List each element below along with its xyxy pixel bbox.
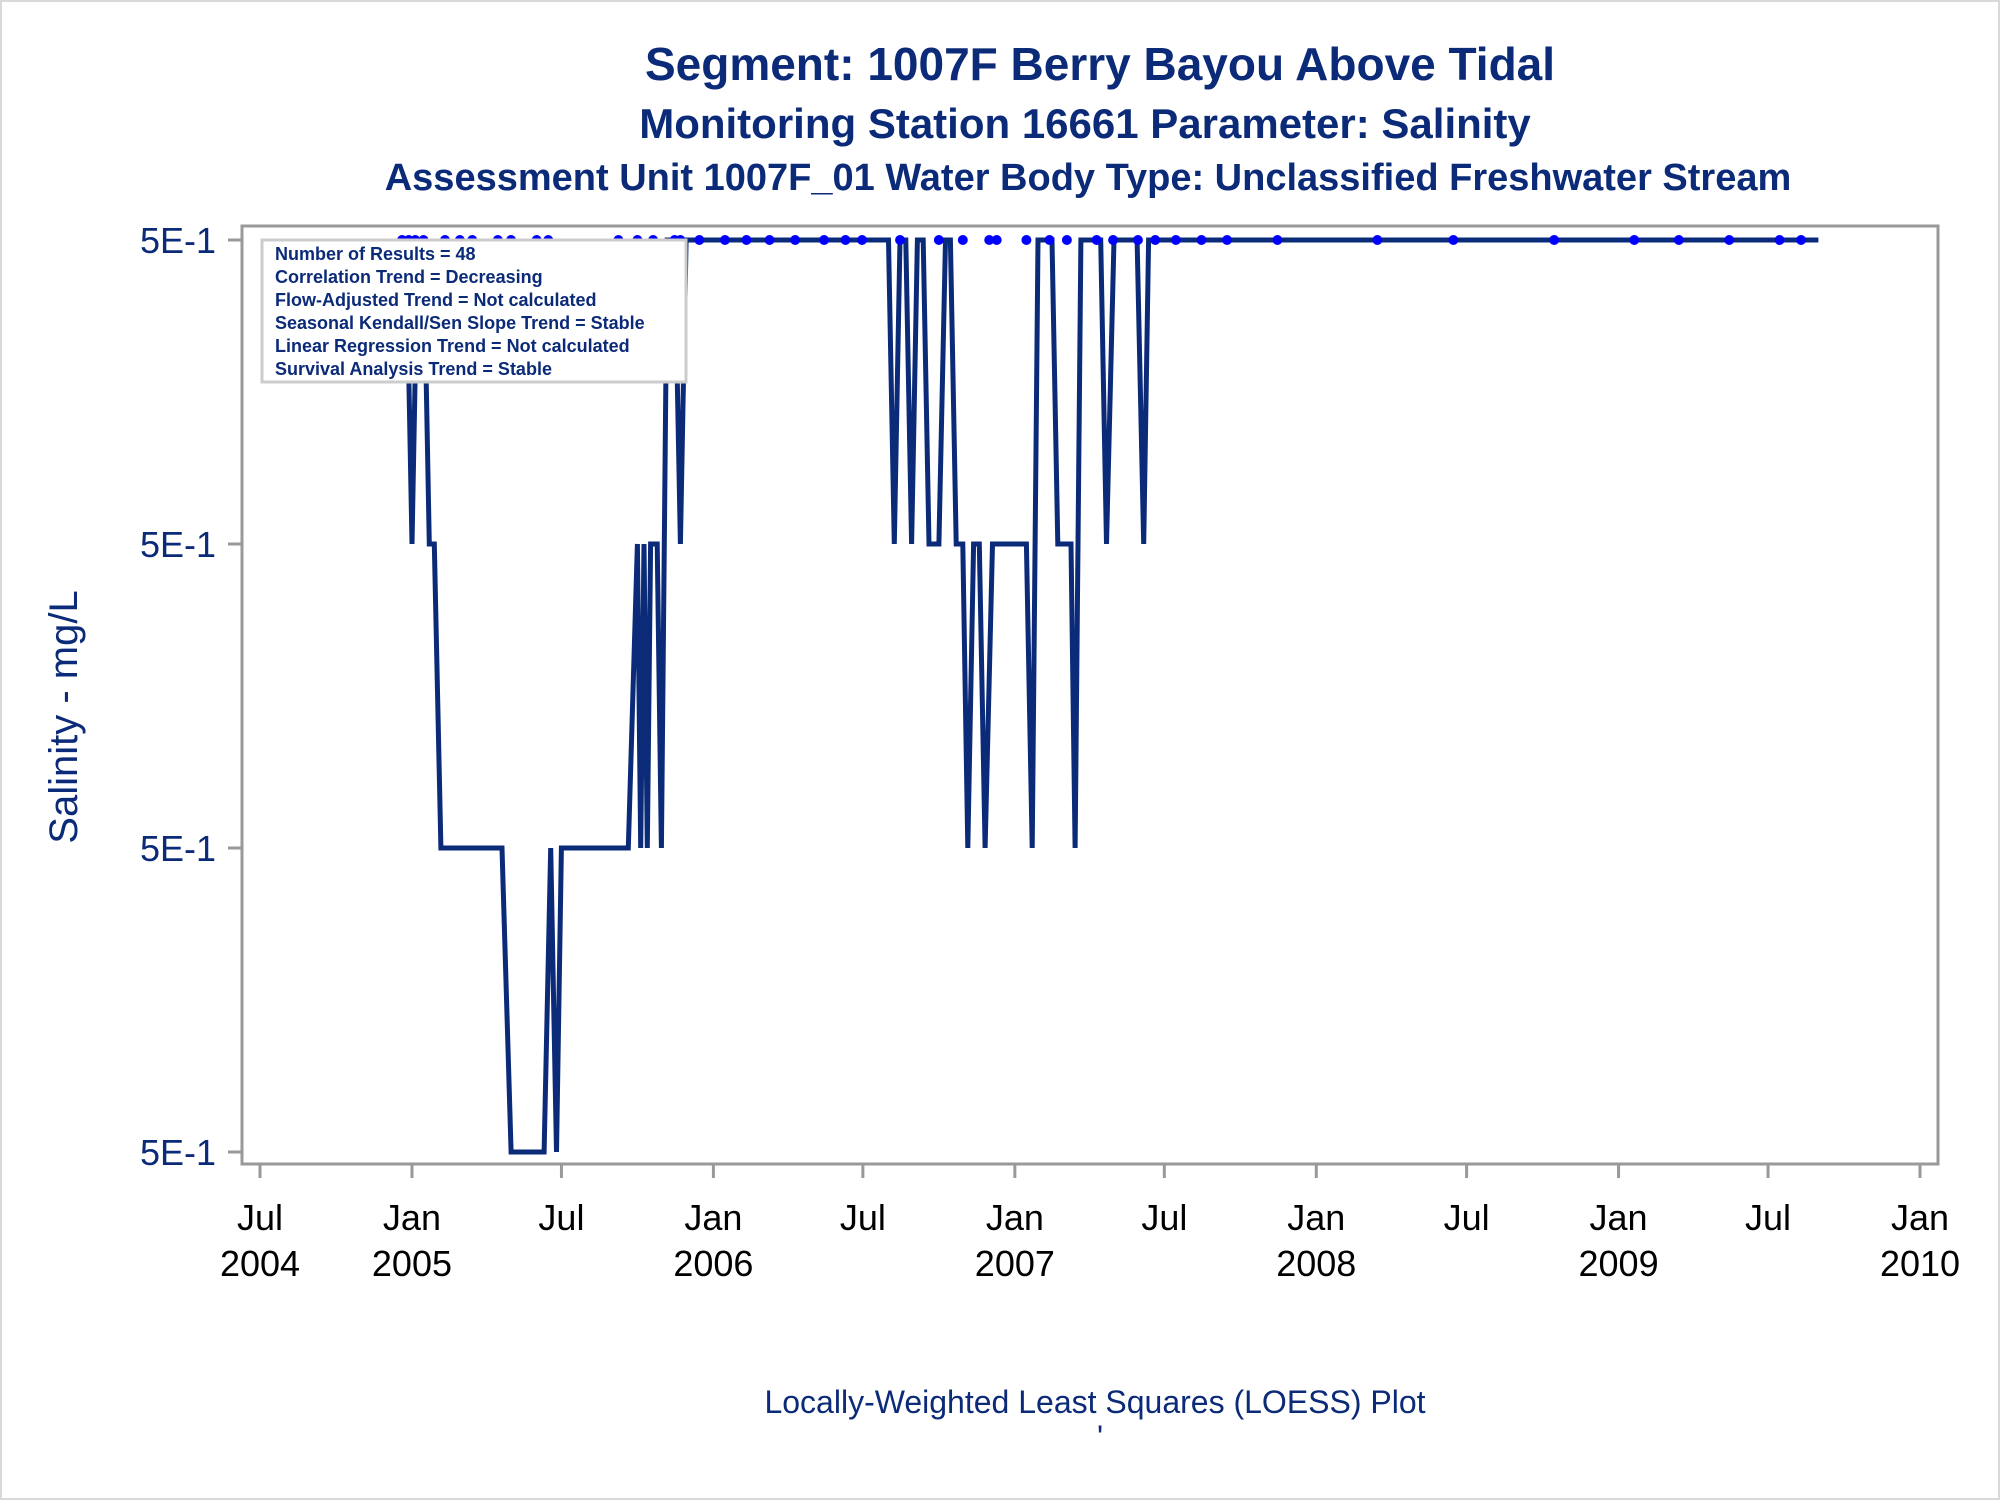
x-tick-label-month: Jan <box>684 1197 742 1238</box>
x-tick-label-month: Jul <box>1745 1197 1791 1238</box>
x-tick-label-month: Jan <box>1590 1197 1648 1238</box>
x-tick-label-month: Jul <box>1444 1197 1490 1238</box>
data-point <box>1724 235 1735 245</box>
x-tick-label-year: 2008 <box>1276 1243 1356 1284</box>
chart-subtitle-station: Monitoring Station 16661 Parameter: Sali… <box>639 100 1531 147</box>
stats-box: Number of Results = 48 Correlation Trend… <box>260 238 688 384</box>
data-point <box>1222 235 1233 245</box>
data-point <box>1044 235 1055 245</box>
data-point <box>819 235 830 245</box>
data-point <box>719 235 730 245</box>
y-tick-label: 5E-1 <box>140 220 216 261</box>
stat-flow-adjusted-trend: Flow-Adjusted Trend = Not calculated <box>275 290 597 310</box>
data-point <box>840 235 851 245</box>
data-point <box>991 235 1002 245</box>
data-point <box>1150 235 1161 245</box>
x-tick-label-year: 2009 <box>1579 1243 1659 1284</box>
stat-correlation-trend: Correlation Trend = Decreasing <box>275 267 543 287</box>
loess-line <box>402 237 1819 1155</box>
data-point <box>957 235 968 245</box>
y-tick-label: 5E-1 <box>140 524 216 565</box>
chart-title: Segment: 1007F Berry Bayou Above Tidal <box>645 38 1555 90</box>
data-point <box>1796 235 1807 245</box>
data-point <box>764 235 775 245</box>
x-tick-label-year: 2010 <box>1880 1243 1960 1284</box>
data-point <box>1021 235 1032 245</box>
x-tick-label-month: Jan <box>383 1197 441 1238</box>
footnote: Locally-Weighted Least Squares (LOESS) P… <box>764 1384 1425 1420</box>
x-tick-label-month: Jul <box>237 1197 283 1238</box>
y-tick-label: 5E-1 <box>140 1132 216 1173</box>
data-point <box>1774 235 1785 245</box>
x-tick-label-year: 2004 <box>220 1243 300 1284</box>
data-point <box>790 235 801 245</box>
x-tick-label-year: 2005 <box>372 1243 452 1284</box>
data-point <box>1673 235 1684 245</box>
data-point <box>1196 235 1207 245</box>
data-point <box>895 235 906 245</box>
data-point <box>1132 235 1143 245</box>
data-point <box>984 235 995 245</box>
x-tick-label-year: 2007 <box>975 1243 1055 1284</box>
data-point <box>1448 235 1459 245</box>
stats-box-border <box>260 238 688 384</box>
data-point <box>1061 235 1072 245</box>
chart-subtitle-assessment: Assessment Unit 1007F_01 Water Body Type… <box>385 157 1792 199</box>
data-point <box>1170 235 1181 245</box>
x-tick-label-month: Jan <box>1287 1197 1345 1238</box>
data-point <box>1091 235 1102 245</box>
stat-number-of-results: Number of Results = 48 <box>275 244 476 264</box>
stat-linear-regression-trend: Linear Regression Trend = Not calculated <box>275 336 630 356</box>
data-point <box>1629 235 1640 245</box>
data-point <box>741 235 752 245</box>
y-axis: 5E-1 5E-1 5E-1 5E-1 <box>140 220 242 1173</box>
data-point <box>694 235 705 245</box>
x-tick-label-month: Jul <box>1141 1197 1187 1238</box>
data-point <box>857 235 868 245</box>
x-tick-label-month: Jan <box>986 1197 1044 1238</box>
data-point <box>1272 235 1283 245</box>
plot-area <box>240 224 1940 1166</box>
y-axis-label: Salinity - mg/L <box>42 590 86 843</box>
x-tick-label-month: Jan <box>1891 1197 1949 1238</box>
stat-seasonal-kendall-trend: Seasonal Kendall/Sen Slope Trend = Stabl… <box>275 313 645 333</box>
x-axis: Jul 2004 Jan 2005 Jul Jan 2006 Jul Jan 2007 Jul Jan… <box>220 1164 1960 1284</box>
x-tick-label-month: Jul <box>840 1197 886 1238</box>
x-tick-label-month: Jul <box>538 1197 584 1238</box>
x-tick-label-year: 2006 <box>673 1243 753 1284</box>
y-tick-label: 5E-1 <box>140 828 216 869</box>
data-point <box>933 235 944 245</box>
footnote-mark: ' <box>1097 1419 1103 1455</box>
data-point <box>1108 235 1119 245</box>
data-point <box>1549 235 1560 245</box>
stat-survival-analysis-trend: Survival Analysis Trend = Stable <box>275 359 552 379</box>
data-point <box>1372 235 1383 245</box>
